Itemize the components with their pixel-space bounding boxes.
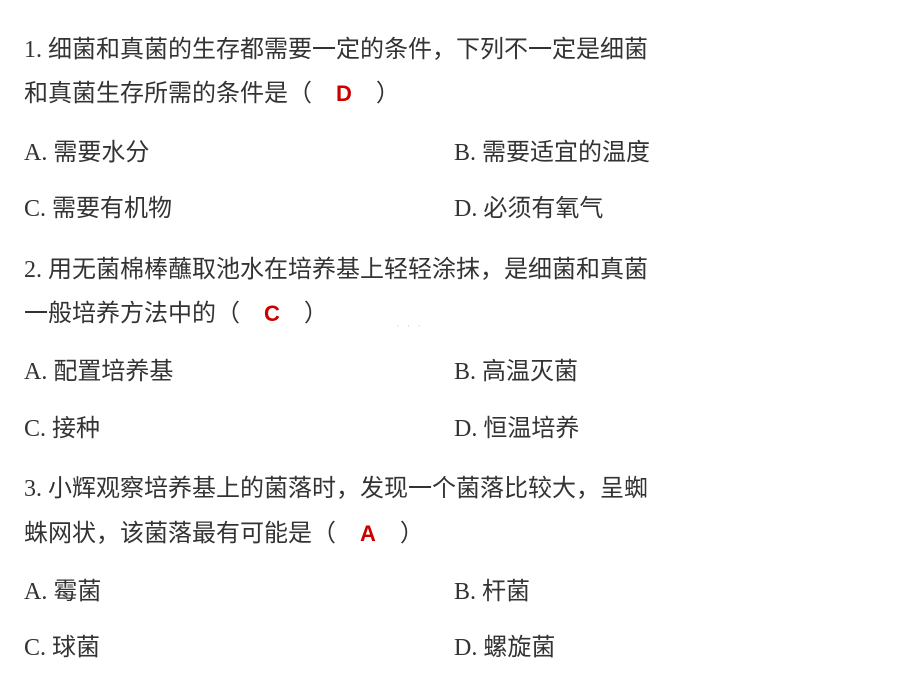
question-2-option-b: B. 高温灭菌	[454, 350, 900, 394]
question-3-stem-after: ）	[376, 521, 424, 547]
question-1-stem-line2: 和真菌生存所需的条件是（ D ）	[24, 72, 900, 116]
question-2-stem-line2: 一般培养方法中的（ C ）	[24, 292, 900, 336]
question-3-option-b: B. 杆菌	[454, 570, 900, 614]
question-3-option-d: D. 螺旋菌	[454, 626, 900, 670]
question-3-stem: 3. 小辉观察培养基上的菌落时，发现一个菌落比较大，呈蜘 蛛网状，该菌落最有可能…	[24, 467, 900, 556]
question-1-stem-after: ）	[352, 81, 400, 107]
question-2-answer: C	[264, 301, 280, 326]
question-1-stem-line1: 1. 细菌和真菌的生存都需要一定的条件，下列不一定是细菌	[24, 28, 900, 72]
question-3: 3. 小辉观察培养基上的菌落时，发现一个菌落比较大，呈蜘 蛛网状，该菌落最有可能…	[24, 467, 900, 671]
question-3-stem-before: 蛛网状，该菌落最有可能是（	[24, 521, 360, 547]
question-1-options-row2: C. 需要有机物 D. 必须有氧气	[24, 187, 900, 231]
question-3-option-c: C. 球菌	[24, 626, 454, 670]
question-2-option-c: C. 接种	[24, 407, 454, 451]
question-1-stem: 1. 细菌和真菌的生存都需要一定的条件，下列不一定是细菌 和真菌生存所需的条件是…	[24, 28, 900, 117]
question-3-options-row1: A. 霉菌 B. 杆菌	[24, 570, 900, 614]
question-2-option-a: A. 配置培养基	[24, 350, 454, 394]
question-3-option-a: A. 霉菌	[24, 570, 454, 614]
question-1-option-b: B. 需要适宜的温度	[454, 131, 900, 175]
question-1-answer: D	[336, 81, 352, 106]
question-2: 2. 用无菌棉棒蘸取池水在培养基上轻轻涂抹，是细菌和真菌 一般培养方法中的（ C…	[24, 248, 900, 452]
question-3-options-row2: C. 球菌 D. 螺旋菌	[24, 626, 900, 670]
question-1: 1. 细菌和真菌的生存都需要一定的条件，下列不一定是细菌 和真菌生存所需的条件是…	[24, 28, 900, 232]
question-2-stem-line1: 2. 用无菌棉棒蘸取池水在培养基上轻轻涂抹，是细菌和真菌	[24, 248, 900, 292]
question-2-option-d: D. 恒温培养	[454, 407, 900, 451]
question-3-stem-line2: 蛛网状，该菌落最有可能是（ A ）	[24, 512, 900, 556]
question-3-stem-line1: 3. 小辉观察培养基上的菌落时，发现一个菌落比较大，呈蜘	[24, 467, 900, 511]
question-2-stem-after: ）	[280, 301, 328, 327]
question-1-stem-before: 和真菌生存所需的条件是（	[24, 81, 336, 107]
quiz-container: 1. 细菌和真菌的生存都需要一定的条件，下列不一定是细菌 和真菌生存所需的条件是…	[24, 28, 900, 671]
question-2-stem: 2. 用无菌棉棒蘸取池水在培养基上轻轻涂抹，是细菌和真菌 一般培养方法中的（ C…	[24, 248, 900, 337]
question-1-option-c: C. 需要有机物	[24, 187, 454, 231]
question-2-options-row1: A. 配置培养基 B. 高温灭菌	[24, 350, 900, 394]
question-2-options-row2: C. 接种 D. 恒温培养	[24, 407, 900, 451]
question-1-option-a: A. 需要水分	[24, 131, 454, 175]
question-3-answer: A	[360, 521, 376, 546]
question-1-option-d: D. 必须有氧气	[454, 187, 900, 231]
watermark: · · ·	[396, 320, 423, 332]
question-2-stem-before: 一般培养方法中的（	[24, 301, 264, 327]
question-1-options-row1: A. 需要水分 B. 需要适宜的温度	[24, 131, 900, 175]
